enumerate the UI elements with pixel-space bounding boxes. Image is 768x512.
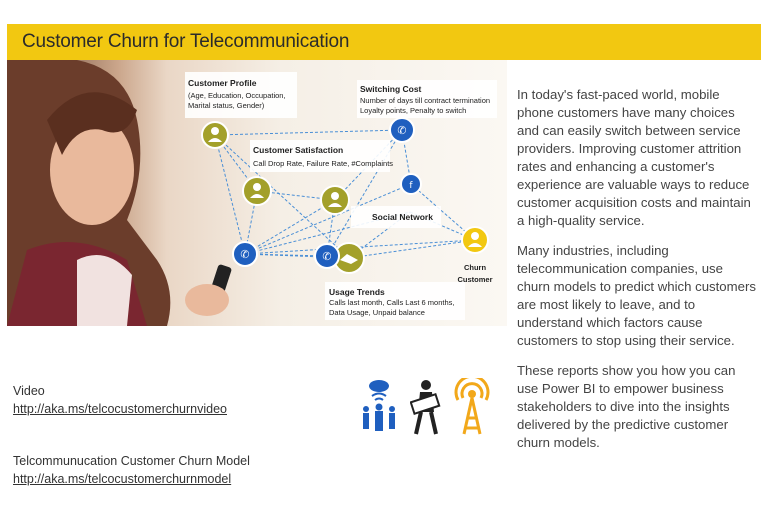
description-paragraph: Many industries, including telecommunica… [517, 243, 756, 348]
video-link-group: Video http://aka.ms/telcocustomerchurnvi… [13, 384, 227, 416]
switching-cost-title: Switching Cost [360, 84, 422, 94]
customer-satisfaction-text: Call Drop Rate, Failure Rate, #Complaint… [253, 159, 393, 168]
olive-person-node [242, 176, 272, 206]
customer-satisfaction-box [250, 140, 390, 172]
social-network-box [351, 206, 441, 228]
svg-text:✆: ✆ [397, 124, 406, 137]
switching-cost-text: Number of days till contract termination [360, 96, 490, 105]
olive-person-node [320, 185, 350, 215]
model-link[interactable]: http://aka.ms/telcocustomerchurnmodel [13, 472, 232, 486]
blue-phone-node: ✆ [232, 241, 258, 267]
description-paragraph: These reports show you how you can use P… [517, 363, 736, 450]
antenna-tower-icon [452, 374, 492, 441]
family-network-icon [358, 378, 400, 441]
svg-text:✆: ✆ [240, 248, 249, 261]
svg-text:f: f [409, 181, 413, 191]
page-title: Customer Churn for Telecommunication [22, 31, 350, 52]
model-link-group: Telcommunucation Customer Churn Model ht… [13, 454, 250, 486]
customer-satisfaction-title: Customer Satisfaction [253, 145, 343, 155]
person-holding-box-icon [409, 378, 442, 441]
churn-label: Churn [464, 263, 486, 272]
usage-trends-title: Usage Trends [329, 287, 385, 297]
social-network-title: Social Network [372, 212, 433, 222]
switching-cost-box [357, 80, 497, 118]
olive-person-node [201, 121, 229, 149]
usage-trends-box [325, 282, 465, 320]
churn-label: Customer [457, 275, 492, 284]
customer-profile-box [185, 72, 297, 118]
churn-customer-node [461, 226, 489, 254]
video-link[interactable]: http://aka.ms/telcocustomerchurnvideo [13, 402, 227, 416]
blue-phone-node: ✆ [314, 243, 340, 269]
woman-with-phone-image [7, 60, 232, 326]
switching-cost-text: Loyalty points, Penalty to switch [360, 106, 466, 115]
description-panel: In today's fast-paced world, mobile phon… [517, 86, 757, 464]
customer-profile-text: Marital status, Gender) [188, 101, 265, 110]
svg-text:✆: ✆ [322, 250, 331, 263]
customer-profile-text: (Age, Education, Occupation, [188, 91, 286, 100]
social-media-node: f [400, 173, 422, 195]
model-label: Telcommunucation Customer Churn Model [13, 454, 250, 468]
usage-trends-text: Data Usage, Unpaid balance [329, 308, 425, 317]
title-banner: Customer Churn for Telecommunication [7, 24, 761, 60]
video-label: Video [13, 384, 45, 398]
description-paragraph: In today's fast-paced world, mobile phon… [517, 87, 751, 228]
churn-network-illustration: ✆ ✆ ✆ f Customer Profile (Age, Education… [7, 60, 497, 326]
customer-profile-title: Customer Profile [188, 78, 257, 88]
blue-phone-node: ✆ [389, 117, 415, 143]
hero-image: ✆ ✆ ✆ f Customer Profile (Age, Education… [7, 60, 507, 326]
usage-trends-text: Calls last month, Calls Last 6 months, [329, 298, 454, 307]
